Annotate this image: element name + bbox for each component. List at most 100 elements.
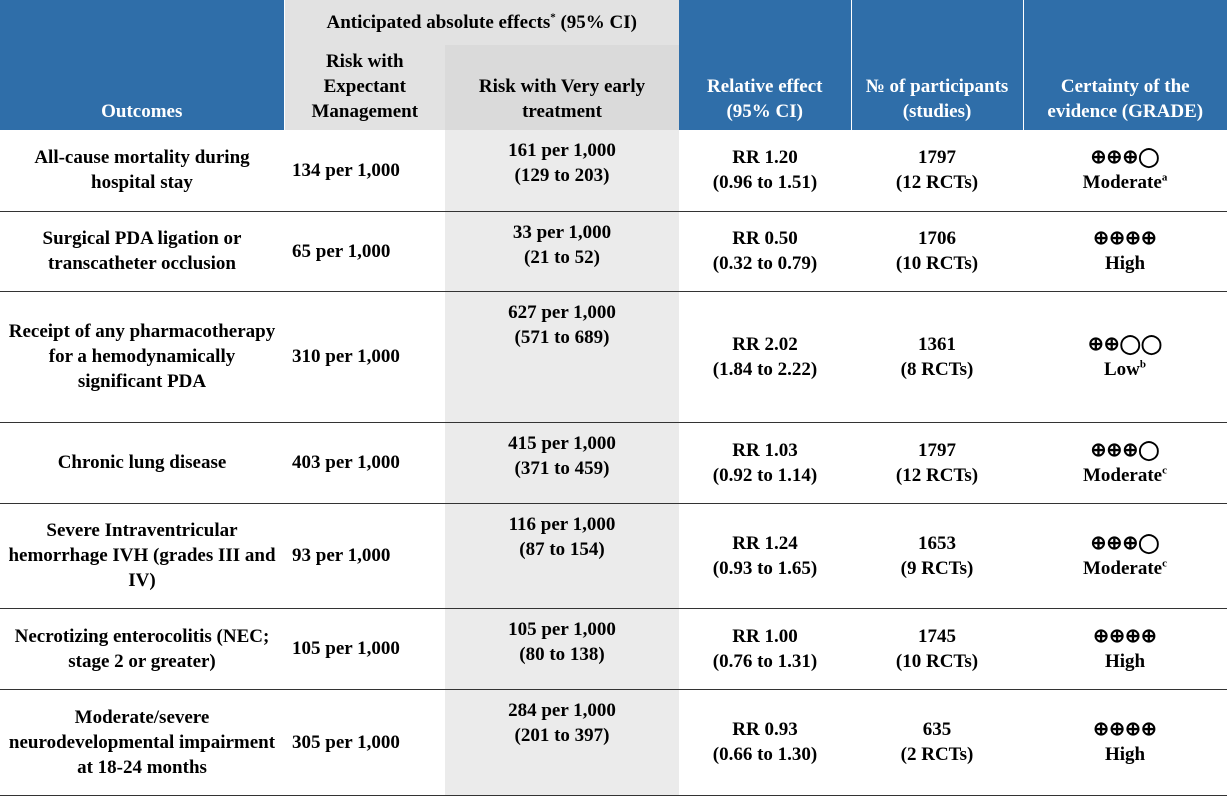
ci: (87 to 154) (519, 538, 605, 560)
header-risk-treatment: Risk with Very early treatment (445, 45, 679, 130)
risk-control: 105 per 1,000 (284, 608, 445, 690)
ci: (571 to 689) (514, 326, 610, 348)
rating: High (1104, 650, 1146, 672)
grade-symbols: ⊕⊕⊕⊕ (1093, 719, 1157, 740)
value: 627 per 1,000 (508, 301, 616, 323)
studies: (9 RCTs) (900, 557, 974, 579)
studies: (8 RCTs) (900, 358, 974, 380)
risk-treatment: 284 per 1,000 (201 to 397) (445, 689, 679, 796)
value: 161 per 1,000 (508, 140, 616, 161)
rating: Moderate (1082, 464, 1163, 486)
value: RR 1.20 (732, 147, 798, 169)
ci: (129 to 203) (514, 165, 610, 186)
footnote: a (1161, 171, 1168, 184)
ci: (371 to 459) (514, 457, 610, 479)
footnote: c (1162, 557, 1168, 570)
footnote: * (550, 11, 556, 24)
relative-effect: RR 1.20 (0.96 to 1.51) (679, 130, 851, 212)
text: (95% CI) (560, 12, 638, 33)
count: 1797 (918, 439, 956, 461)
rating: Moderate (1082, 172, 1162, 194)
count: 1653 (918, 532, 956, 554)
risk-treatment: 116 per 1,000 (87 to 154) (445, 503, 679, 609)
count: 1797 (918, 147, 956, 169)
grade-symbols: ⊕⊕◯◯ (1087, 333, 1163, 355)
studies: (12 RCTs) (895, 464, 979, 486)
participants: 1361 (8 RCTs) (851, 291, 1023, 423)
row: Surgical PDA ligation or transcatheter o… (0, 211, 1227, 292)
value: RR 1.00 (732, 625, 798, 647)
header-anticipated: Anticipated absolute effects* (95% CI) (284, 0, 679, 45)
certainty: ⊕⊕⊕◯ Moderatec (1023, 503, 1227, 609)
risk-treatment: 415 per 1,000 (371 to 459) (445, 422, 679, 504)
value: 415 per 1,000 (508, 432, 616, 454)
rating-line: Moderatec (1029, 556, 1221, 581)
rating-line: Moderatec (1029, 463, 1221, 488)
value: 105 per 1,000 (508, 618, 616, 640)
header-participants: № of participants (studies) (851, 0, 1024, 130)
rating-line: High (1029, 251, 1221, 276)
risk-control: 65 per 1,000 (284, 211, 445, 292)
value: RR 0.93 (732, 719, 798, 740)
rating: Moderate (1082, 557, 1163, 579)
risk-treatment: 105 per 1,000 (80 to 138) (445, 608, 679, 690)
participants: 635 (2 RCTs) (851, 689, 1023, 796)
count: 635 (922, 719, 952, 740)
risk-control: 93 per 1,000 (284, 503, 445, 609)
studies: (10 RCTs) (895, 650, 979, 672)
risk-control: 403 per 1,000 (284, 422, 445, 504)
outcome: Receipt of any pharmacotherapy for a hem… (0, 291, 284, 423)
footnote: c (1162, 464, 1168, 477)
ci: (0.92 to 1.14) (712, 464, 818, 486)
grade-symbols: ⊕⊕⊕◯ (1090, 532, 1160, 554)
row: Moderate/severe neurodevelopmental impai… (0, 689, 1227, 796)
studies: (10 RCTs) (895, 253, 979, 274)
ci: (0.32 to 0.79) (712, 253, 818, 274)
count: 1745 (918, 625, 956, 647)
certainty: ⊕⊕◯◯ Lowb (1023, 291, 1227, 423)
row: Receipt of any pharmacotherapy for a hem… (0, 291, 1227, 423)
ci: (0.96 to 1.51) (712, 172, 818, 194)
relative-effect: RR 2.02 (1.84 to 2.22) (679, 291, 851, 423)
risk-control: 134 per 1,000 (284, 130, 445, 212)
risk-control: 305 per 1,000 (284, 689, 445, 796)
relative-effect: RR 0.93 (0.66 to 1.30) (679, 689, 851, 796)
rating: Low (1103, 358, 1140, 380)
text: Anticipated absolute effects (326, 12, 551, 33)
row: Necrotizing enterocolitis (NEC; stage 2 … (0, 608, 1227, 690)
ci: (201 to 397) (514, 724, 610, 746)
rating-line: High (1029, 742, 1221, 767)
certainty: ⊕⊕⊕⊕ High (1023, 689, 1227, 796)
row: Chronic lung disease 403 per 1,000 415 per… (0, 422, 1227, 504)
count: 1361 (918, 333, 956, 355)
ci: (0.93 to 1.65) (712, 557, 818, 579)
risk-control: 310 per 1,000 (284, 291, 445, 423)
rating: High (1104, 253, 1146, 274)
table-body: All-cause mortality during hospital stay… (0, 130, 1227, 796)
grade-symbols: ⊕⊕⊕⊕ (1093, 625, 1157, 647)
relative-effect: RR 0.50 (0.32 to 0.79) (679, 211, 851, 292)
certainty: ⊕⊕⊕◯ Moderatec (1023, 422, 1227, 504)
value: RR 0.50 (732, 228, 798, 249)
header-certainty: Certainty of the evidence (GRADE) (1023, 0, 1227, 130)
studies: (2 RCTs) (900, 744, 974, 765)
grade-symbols: ⊕⊕⊕◯ (1090, 439, 1160, 461)
rating-line: High (1029, 649, 1221, 674)
ci: (0.76 to 1.31) (712, 650, 818, 672)
header-relative: Relative effect (95% CI) (679, 0, 852, 130)
grade-symbols: ⊕⊕⊕◯ (1090, 147, 1160, 169)
footnote: b (1139, 358, 1147, 371)
outcome: All-cause mortality during hospital stay (0, 130, 284, 212)
rating-line: Lowb (1029, 357, 1221, 382)
ci: (1.84 to 2.22) (712, 358, 818, 380)
ci: (21 to 52) (524, 246, 600, 268)
outcome: Moderate/severe neurodevelopmental impai… (0, 689, 284, 796)
row: All-cause mortality during hospital stay… (0, 130, 1227, 212)
participants: 1797 (12 RCTs) (851, 422, 1023, 504)
count: 1706 (918, 228, 956, 249)
certainty: ⊕⊕⊕⊕ High (1023, 211, 1227, 292)
ci: (80 to 138) (519, 643, 605, 665)
studies: (12 RCTs) (895, 172, 979, 194)
